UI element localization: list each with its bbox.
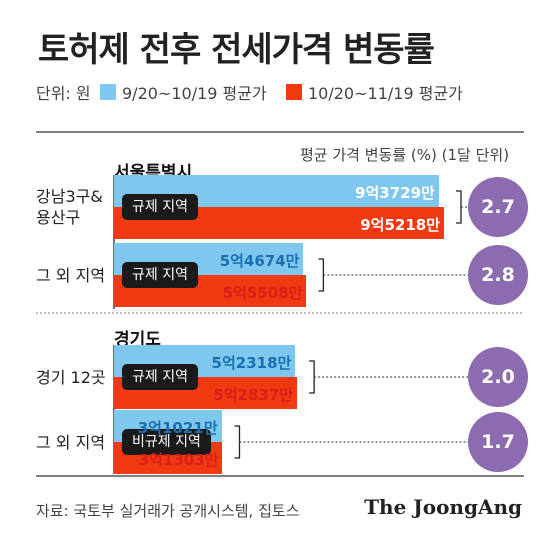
category-label: 그 외 지역: [36, 432, 106, 452]
change-rate-title: 평균 가격 변동률 (%) (1달 단위): [300, 146, 510, 164]
value-label-after: 5억5508만: [222, 284, 303, 302]
category-label: 그 외 지역: [36, 265, 106, 285]
change-rate-circle: 2.0: [468, 347, 528, 407]
value-label-before: 5억2318만: [211, 354, 292, 372]
legend-after: 10/20~11/19 평균가: [286, 80, 463, 104]
change-rate-circle: 2.8: [468, 245, 528, 305]
category-label: 경기 12곳: [36, 367, 106, 387]
legend-after-swatch: [286, 84, 302, 100]
legend-before-swatch: [100, 84, 116, 100]
chart-title: 토허제 전후 전세가격 변동률: [38, 30, 435, 70]
change-bracket: [234, 425, 241, 459]
region-type-badge: 규제 지역: [122, 194, 198, 220]
source-note: 자료: 국토부 실거래가 공개시스템, 집토스: [36, 502, 300, 520]
change-rate-circle: 2.7: [468, 177, 528, 237]
region-type-badge: 규제 지역: [122, 364, 198, 390]
unit-text: 단위: 원: [36, 84, 91, 103]
value-label-after: 3억1303만: [138, 451, 219, 469]
brand-logo: The JoongAng: [364, 495, 522, 519]
change-bracket: [318, 258, 325, 292]
legend-after-label: 10/20~11/19 평균가: [308, 84, 463, 103]
value-label-after: 5억2837만: [213, 386, 294, 404]
value-label-before: 5억4674만: [219, 252, 300, 270]
region-type-badge: 규제 지역: [122, 262, 198, 288]
legend-before-label: 9/20~10/19 평균가: [122, 84, 267, 103]
value-label-before: 3억1021만: [137, 419, 218, 437]
category-label: 강남3구& 용산구: [36, 187, 103, 227]
value-label-after: 9억5218만: [360, 216, 440, 234]
region-type-badge: 비규제 지역: [122, 429, 211, 455]
legend-before: 9/20~10/19 평균가: [100, 80, 267, 104]
unit-label: 단위: 원: [36, 80, 91, 104]
change-bracket: [456, 190, 462, 224]
change-bracket: [309, 360, 315, 394]
value-label-before: 9억3729만: [355, 184, 435, 202]
change-rate-circle: 1.7: [468, 412, 528, 472]
